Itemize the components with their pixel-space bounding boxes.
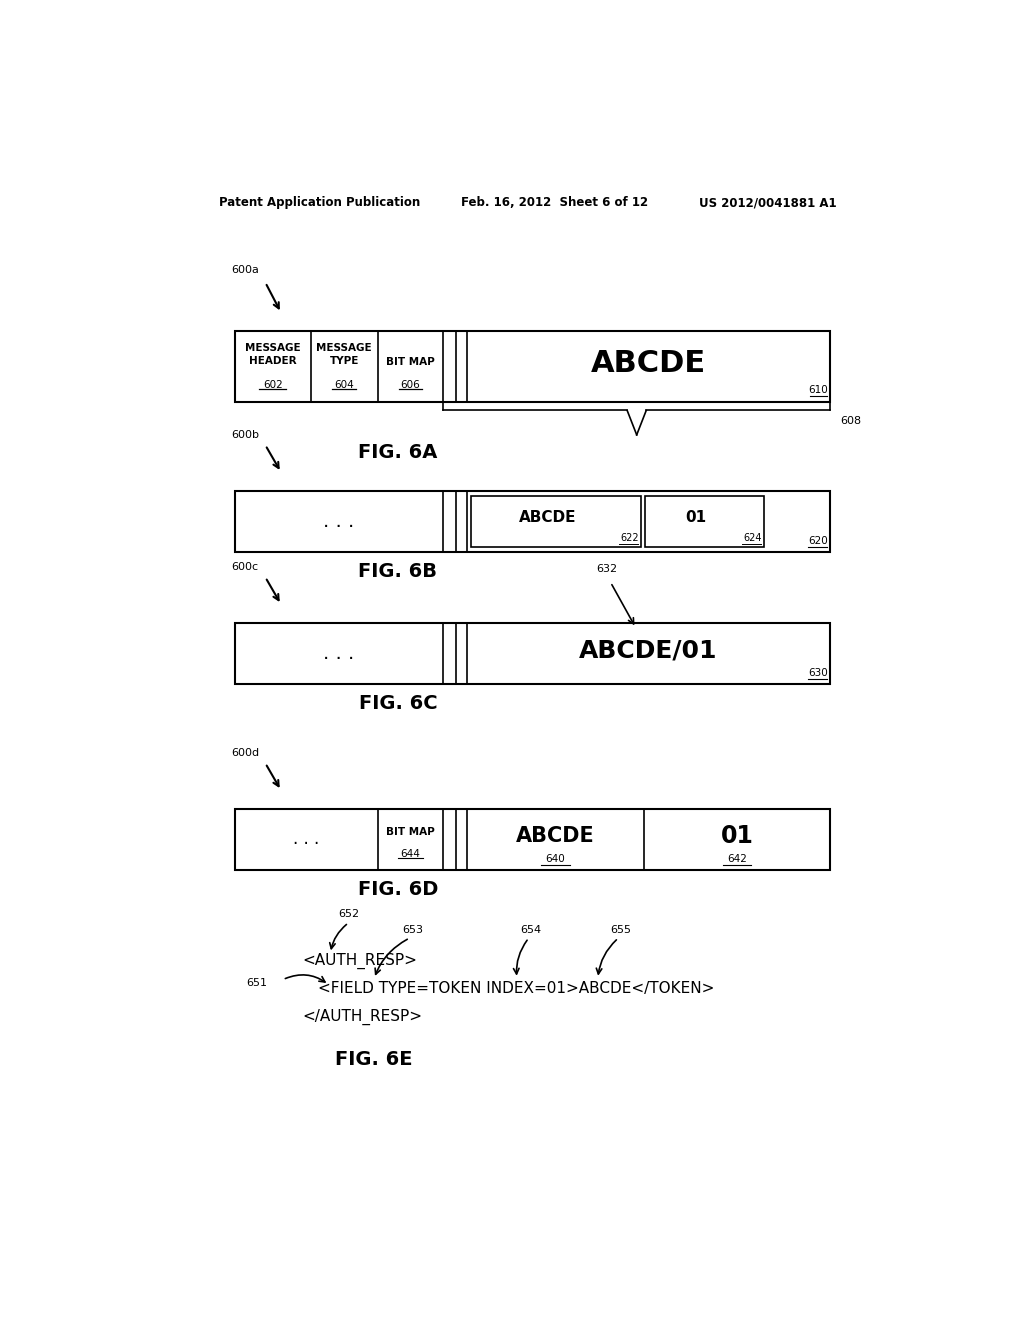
Text: 600c: 600c — [231, 562, 258, 572]
Text: 610: 610 — [808, 385, 828, 395]
Bar — [236, 623, 830, 684]
Text: <FIELD TYPE=TOKEN INDEX=01>ABCDE</TOKEN>: <FIELD TYPE=TOKEN INDEX=01>ABCDE</TOKEN> — [318, 981, 715, 997]
Text: 651: 651 — [246, 978, 267, 987]
Text: ABCDE: ABCDE — [591, 350, 707, 379]
Text: ABCDE/01: ABCDE/01 — [580, 639, 718, 663]
Text: . . .: . . . — [324, 644, 354, 663]
Text: 654: 654 — [520, 925, 541, 935]
Bar — [236, 809, 830, 870]
Text: 604: 604 — [335, 380, 354, 389]
Text: 600d: 600d — [231, 748, 259, 758]
Text: 606: 606 — [400, 380, 421, 389]
Text: </AUTH_RESP>: </AUTH_RESP> — [303, 1010, 423, 1026]
Text: . . .: . . . — [294, 830, 319, 849]
Text: ABCDE: ABCDE — [516, 826, 595, 846]
Text: 01: 01 — [721, 824, 754, 849]
Text: FIG. 6E: FIG. 6E — [335, 1049, 413, 1069]
Text: 600b: 600b — [231, 430, 259, 440]
Text: 602: 602 — [263, 380, 283, 389]
Text: MESSAGE
TYPE: MESSAGE TYPE — [316, 343, 372, 366]
Text: 632: 632 — [596, 564, 617, 574]
Bar — [471, 496, 641, 546]
Text: Patent Application Publication: Patent Application Publication — [219, 195, 421, 209]
Text: 600a: 600a — [231, 265, 259, 276]
Text: 644: 644 — [400, 849, 421, 858]
Text: . . .: . . . — [324, 512, 354, 531]
Text: 640: 640 — [546, 854, 565, 863]
Bar — [236, 331, 830, 403]
Text: 624: 624 — [743, 532, 762, 543]
Text: BIT MAP: BIT MAP — [386, 356, 435, 367]
Text: US 2012/0041881 A1: US 2012/0041881 A1 — [699, 195, 837, 209]
Text: ABCDE: ABCDE — [519, 510, 577, 524]
Text: 652: 652 — [338, 908, 359, 919]
Text: 620: 620 — [808, 536, 828, 545]
Text: 653: 653 — [401, 925, 423, 935]
Text: BIT MAP: BIT MAP — [386, 828, 435, 837]
Bar — [236, 491, 830, 552]
Text: FIG. 6B: FIG. 6B — [358, 562, 437, 581]
Text: 655: 655 — [610, 925, 632, 935]
Text: 622: 622 — [621, 532, 639, 543]
Text: FIG. 6D: FIG. 6D — [357, 880, 438, 899]
Text: Feb. 16, 2012  Sheet 6 of 12: Feb. 16, 2012 Sheet 6 of 12 — [461, 195, 648, 209]
Text: 630: 630 — [808, 668, 828, 677]
Text: 642: 642 — [727, 854, 748, 863]
Text: 608: 608 — [840, 416, 861, 425]
Text: <AUTH_RESP>: <AUTH_RESP> — [303, 953, 418, 969]
Bar — [645, 496, 765, 546]
Text: MESSAGE
HEADER: MESSAGE HEADER — [245, 343, 301, 366]
Text: FIG. 6C: FIG. 6C — [358, 694, 437, 713]
Text: FIG. 6A: FIG. 6A — [358, 444, 437, 462]
Text: 01: 01 — [685, 510, 706, 524]
